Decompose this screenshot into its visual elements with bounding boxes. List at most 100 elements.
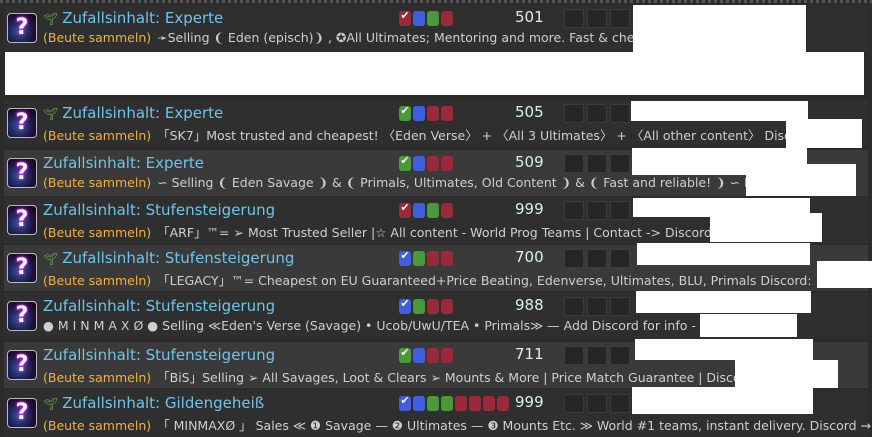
duty-roulette-icon: ? <box>7 350 37 380</box>
empty-slot <box>587 297 607 316</box>
check-icon: ✔ <box>400 249 410 262</box>
role-dps-icon <box>427 106 439 121</box>
item-level: 999 <box>515 393 544 411</box>
role-dps-icon: ✔ <box>399 201 411 218</box>
empty-slot <box>587 394 607 413</box>
role-dps-icon <box>441 251 453 266</box>
empty-slot <box>564 9 584 28</box>
loot-category: (Beute sammeln) <box>43 128 152 143</box>
empty-slot <box>587 9 607 28</box>
listing-row[interactable]: ? 🌱︎ Zufallsinhalt: Experte (Beute sammeln)… <box>4 5 868 95</box>
loot-category: (Beute sammeln) <box>43 273 152 288</box>
listing-row[interactable]: ? Zufallsinhalt: Stufensteigerung (Beute s… <box>4 339 868 388</box>
role-tank-icon <box>413 106 425 121</box>
redacted-area <box>817 261 872 288</box>
role-healer-icon <box>427 11 439 26</box>
empty-slot <box>610 154 630 173</box>
role-dps-icon <box>441 203 453 218</box>
loot-category: (Beute sammeln) <box>43 30 152 45</box>
redacted-area <box>633 198 810 217</box>
listing-row[interactable]: ? Zufallsinhalt: Stufensteigerung (Beute s… <box>4 197 868 243</box>
check-icon: ✔ <box>400 104 410 117</box>
role-slots: ✔ <box>399 394 509 411</box>
duty-title: 🌱︎ Zufallsinhalt: Experte <box>43 104 223 122</box>
empty-slot <box>610 104 630 123</box>
item-level: 501 <box>515 8 544 26</box>
empty-slot <box>587 249 607 268</box>
job-slots <box>564 9 630 28</box>
role-healer-icon <box>427 203 439 218</box>
role-tank-icon <box>413 203 425 218</box>
listing-row[interactable]: ? Zufallsinhalt: Stufensteigerung ● M I N … <box>4 291 868 339</box>
redacted-area <box>631 101 808 121</box>
item-level: 509 <box>515 153 544 171</box>
listing-description: (Beute sammeln) ➛Selling ❨ Eden (episch)❩… <box>43 30 720 45</box>
empty-slot <box>564 201 584 220</box>
role-dps-icon <box>441 299 453 314</box>
duty-roulette-icon: ? <box>7 253 37 283</box>
check-icon: ✔ <box>400 9 410 22</box>
duty-name: Zufallsinhalt: Stufensteigerung <box>43 297 276 315</box>
empty-slot <box>564 104 584 123</box>
role-tank-icon <box>413 396 425 411</box>
redacted-area <box>700 314 797 337</box>
empty-slot <box>564 249 584 268</box>
duty-title: 🌱︎ Zufallsinhalt: Gildengeheiß <box>43 394 264 412</box>
redacted-area <box>710 213 822 242</box>
role-tank-icon: ✔ <box>399 249 411 266</box>
duty-title: Zufallsinhalt: Stufensteigerung <box>43 297 275 315</box>
role-dps-icon <box>469 396 481 411</box>
role-tank-icon: ✔ <box>399 297 411 314</box>
job-slots <box>564 394 630 413</box>
job-slots <box>564 154 630 173</box>
top-divider <box>0 0 872 3</box>
duty-title: 🌱︎ Zufallsinhalt: Experte <box>43 9 223 27</box>
empty-slot <box>587 201 607 220</box>
redacted-area <box>636 291 811 313</box>
empty-slot <box>564 297 584 316</box>
redacted-area <box>5 52 864 95</box>
role-slots: ✔ <box>399 249 453 266</box>
loot-category: (Beute sammeln) <box>43 225 152 240</box>
job-slots <box>564 346 630 365</box>
check-icon: ✔ <box>400 297 410 310</box>
duty-roulette-icon: ? <box>7 158 37 188</box>
check-icon: ✔ <box>400 201 410 214</box>
role-slots: ✔ <box>399 297 453 314</box>
role-dps-icon <box>427 348 439 363</box>
role-dps-icon <box>483 396 495 411</box>
item-level: 700 <box>515 248 544 266</box>
duty-roulette-icon: ? <box>7 301 37 331</box>
item-level: 505 <box>515 103 544 121</box>
redacted-area <box>746 164 856 196</box>
empty-slot <box>610 394 630 413</box>
job-slots <box>564 104 630 123</box>
role-slots: ✔ <box>399 9 453 26</box>
role-dps-icon: ✔ <box>399 9 411 26</box>
empty-slot <box>610 249 630 268</box>
listing-row[interactable]: ? 🌱︎ Zufallsinhalt: Gildengeheiß (Beute sam… <box>4 387 872 436</box>
duty-title: Zufallsinhalt: Experte <box>43 154 204 172</box>
item-level: 999 <box>515 200 544 218</box>
listing-row[interactable]: ? Zufallsinhalt: Experte (Beute sammeln) ∽ … <box>4 148 868 196</box>
sprout-icon: 🌱︎ <box>43 252 59 266</box>
empty-slot <box>587 346 607 365</box>
duty-name: Zufallsinhalt: Experte <box>62 104 224 122</box>
duty-title: Zufallsinhalt: Stufensteigerung <box>43 346 275 364</box>
role-healer-icon: ✔ <box>399 154 411 171</box>
description-text: ● M I N M A X Ø ● Selling ≪Eden's Verse … <box>43 318 696 333</box>
role-healer-icon: ✔ <box>399 104 411 121</box>
listing-row[interactable]: ? 🌱︎ Zufallsinhalt: Stufensteigerung (Beute… <box>4 243 872 291</box>
role-tank-icon <box>413 348 425 363</box>
empty-slot <box>610 346 630 365</box>
item-level: 711 <box>515 345 544 363</box>
role-tank-icon <box>413 11 425 26</box>
duty-name: Zufallsinhalt: Stufensteigerung <box>62 249 295 267</box>
listing-row[interactable]: ? 🌱︎ Zufallsinhalt: Experte (Beute sammeln)… <box>4 100 868 148</box>
duty-name: Zufallsinhalt: Gildengeheiß <box>62 394 265 412</box>
duty-title: 🌱︎ Zufallsinhalt: Stufensteigerung <box>43 249 294 267</box>
check-icon: ✔ <box>400 154 410 167</box>
redacted-area <box>632 387 813 414</box>
role-slots: ✔ <box>399 201 453 218</box>
role-dps-icon <box>497 396 509 411</box>
